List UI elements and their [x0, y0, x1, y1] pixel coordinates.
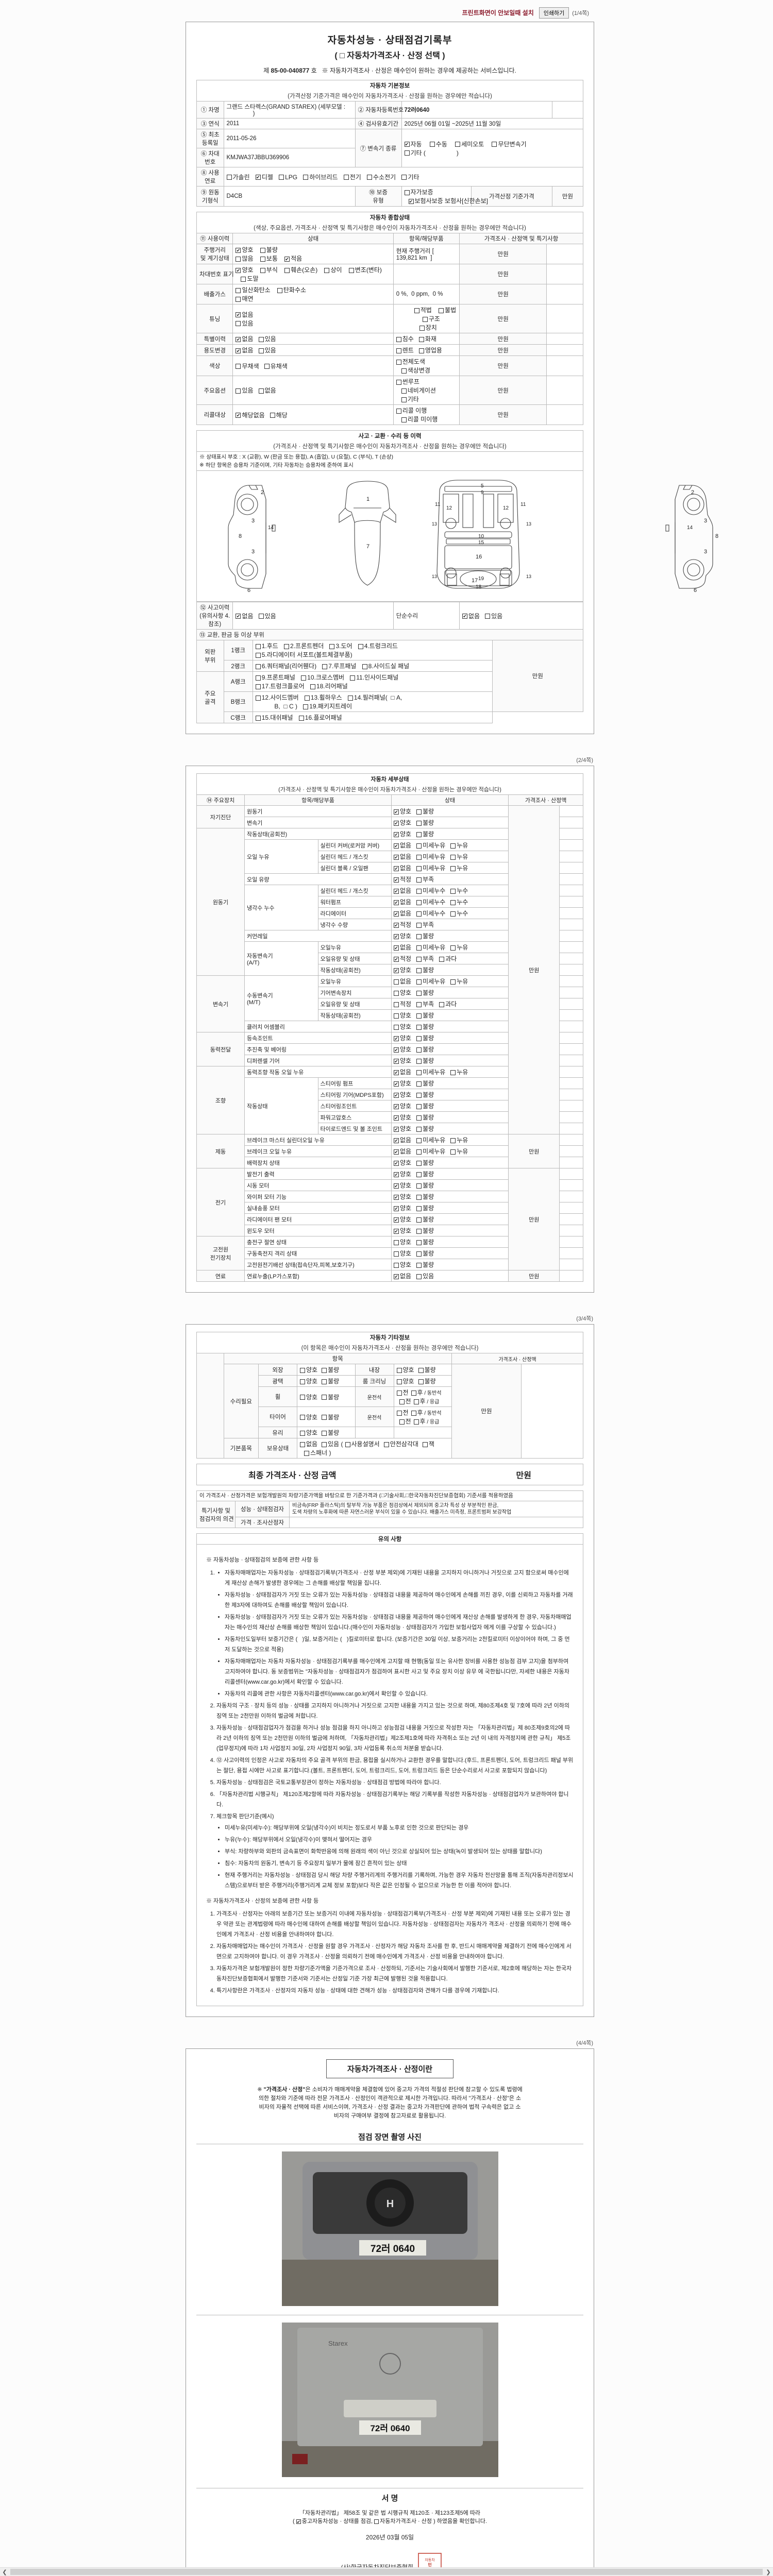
svg-text:13: 13 — [432, 574, 437, 579]
svg-text:1: 1 — [366, 496, 369, 502]
svg-text:8: 8 — [715, 533, 718, 539]
svg-text:6: 6 — [247, 587, 250, 594]
svg-text:16: 16 — [476, 554, 482, 560]
svg-text:2: 2 — [261, 489, 264, 496]
svg-text:3: 3 — [704, 518, 707, 524]
svg-text:17: 17 — [472, 578, 478, 584]
svg-text:12: 12 — [446, 505, 452, 511]
svg-text:5: 5 — [481, 483, 484, 489]
svg-text:3: 3 — [704, 549, 707, 555]
svg-text:민: 민 — [428, 2562, 432, 2567]
svg-text:2: 2 — [691, 489, 694, 496]
svg-text:3: 3 — [251, 518, 255, 524]
svg-text:Starex: Starex — [328, 2340, 348, 2347]
svg-text:13: 13 — [526, 574, 531, 579]
svg-text:7: 7 — [366, 544, 369, 550]
svg-text:3: 3 — [251, 549, 255, 555]
svg-text:H: H — [386, 2198, 393, 2210]
svg-text:10: 10 — [478, 534, 484, 539]
svg-text:12: 12 — [503, 505, 509, 511]
svg-text:8: 8 — [239, 533, 242, 539]
svg-text:15: 15 — [478, 540, 484, 546]
svg-text:72러 0640: 72러 0640 — [370, 2243, 414, 2255]
svg-text:18: 18 — [476, 584, 482, 590]
svg-text:14: 14 — [268, 525, 274, 531]
svg-text:6: 6 — [694, 587, 697, 594]
svg-text:11: 11 — [520, 502, 526, 507]
svg-text:자동차: 자동차 — [425, 2557, 435, 2562]
svg-text:11: 11 — [435, 502, 441, 507]
svg-text:14: 14 — [687, 525, 693, 531]
svg-text:13: 13 — [526, 521, 531, 527]
svg-text:13: 13 — [432, 521, 437, 527]
svg-text:19: 19 — [478, 576, 484, 582]
svg-text:72러 0640: 72러 0640 — [370, 2424, 410, 2433]
svg-text:9: 9 — [481, 490, 484, 496]
